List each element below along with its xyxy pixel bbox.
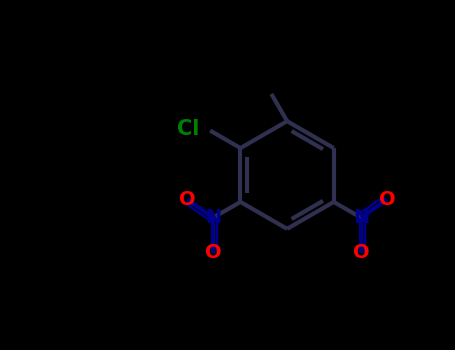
Text: O: O bbox=[205, 243, 222, 262]
Text: Cl: Cl bbox=[177, 119, 200, 139]
Text: N: N bbox=[353, 208, 369, 227]
Text: O: O bbox=[179, 190, 196, 209]
Text: O: O bbox=[379, 190, 395, 209]
Text: O: O bbox=[353, 243, 369, 262]
Text: N: N bbox=[205, 208, 221, 227]
